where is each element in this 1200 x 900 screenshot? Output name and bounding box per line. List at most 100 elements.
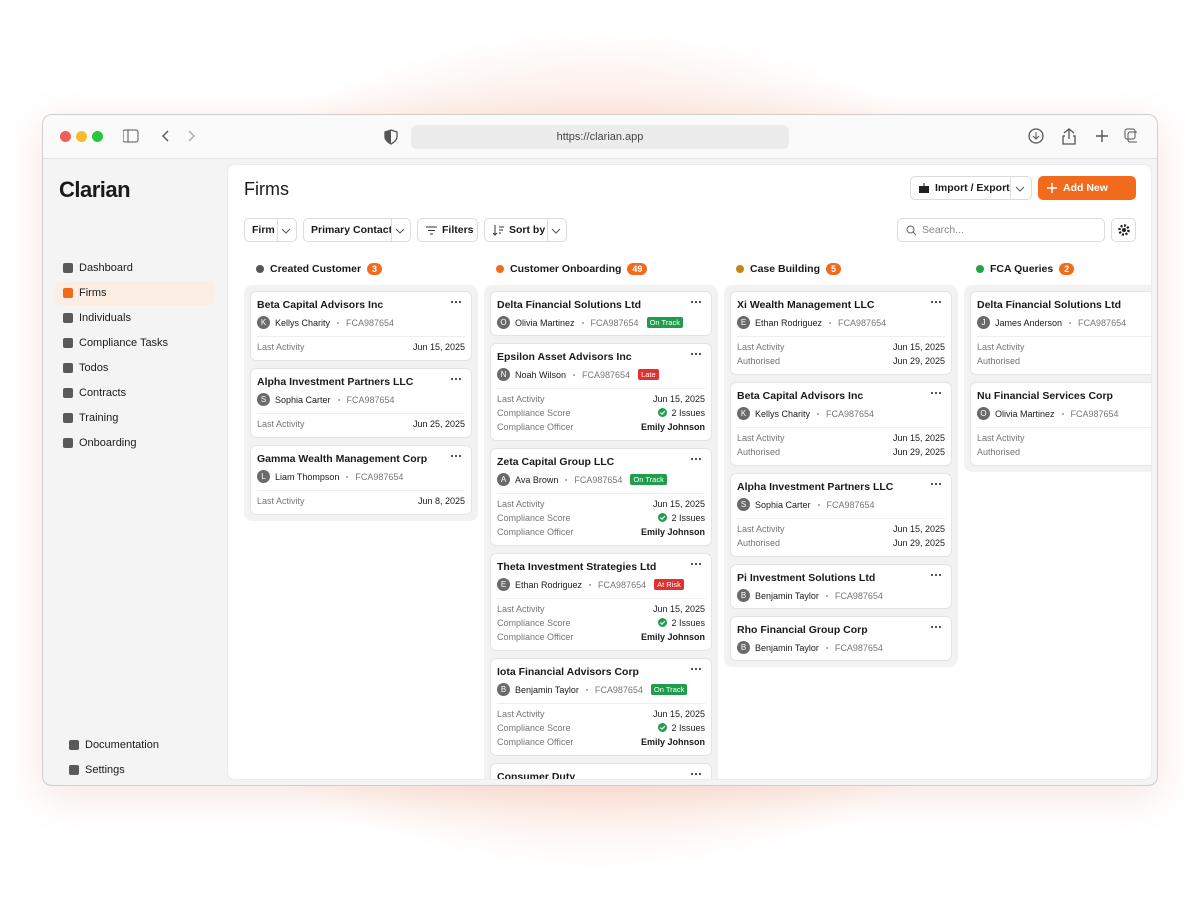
- separator: [573, 373, 576, 376]
- nav-item[interactable]: Compliance Tasks: [55, 331, 215, 355]
- card-menu[interactable]: [930, 625, 942, 629]
- firm-card[interactable]: Gamma Wealth Management Corp L Liam Thomps…: [250, 445, 472, 515]
- detail-value: Jun 15, 2025: [893, 340, 945, 354]
- nav-item[interactable]: Training: [55, 406, 215, 430]
- detail-value: Jun 8, 2025: [418, 494, 465, 508]
- detail-label: Last Activity: [257, 342, 305, 352]
- reference: FCA987654: [838, 317, 887, 328]
- sidebar: Clarian Dashboard Firms Individuals Complia…: [43, 159, 227, 785]
- card-menu[interactable]: [690, 772, 702, 776]
- toolbar-button[interactable]: Filters: [417, 218, 478, 242]
- search-box[interactable]: Search...: [897, 218, 1105, 242]
- column-count: 5: [826, 263, 842, 275]
- firm-card[interactable]: Beta Capital Advisors Inc K Kellys Charity…: [250, 291, 472, 361]
- add-firm-button[interactable]: Add New Firm: [1038, 176, 1136, 216]
- detail-label: Compliance Score: [497, 513, 571, 523]
- detail-label: Compliance Officer: [497, 527, 574, 537]
- avatar: J: [977, 316, 990, 329]
- nav-icon: [63, 363, 73, 373]
- firm-name: Alpha Investment Partners LLC: [257, 376, 414, 388]
- reference: FCA987654: [574, 474, 623, 485]
- value-text: Jun 25, 2025: [412, 419, 465, 429]
- card-menu[interactable]: [690, 352, 702, 356]
- firm-card[interactable]: Delta Financial Solutions Ltd J James Ande…: [970, 291, 1151, 375]
- address-bar[interactable]: https://clarian.app: [411, 125, 789, 149]
- firm-card[interactable]: Alpha Investment Partners LLC S Sophia Car…: [250, 368, 472, 438]
- firm-card[interactable]: Beta Capital Advisors Inc K Kellys Charity…: [730, 382, 952, 466]
- nav-item[interactable]: Settings: [61, 758, 221, 782]
- firm-card[interactable]: Rho Financial Group Corp B Benjamin Taylor…: [730, 616, 952, 661]
- firm-card[interactable]: Consumer DutySSutherland Associates14 Ju…: [490, 763, 712, 780]
- detail-label: Last Activity: [977, 433, 1025, 443]
- contact-line: B Benjamin Taylor FCA987654 On Track: [497, 683, 705, 696]
- nav-item[interactable]: Onboarding: [55, 431, 215, 455]
- value-text: Jun 15, 2025: [412, 342, 465, 352]
- card-menu[interactable]: [450, 377, 462, 381]
- value-text: Emily Johnson: [640, 632, 705, 642]
- detail-row: Compliance Score 2 Issues: [497, 616, 705, 630]
- toolbar-button[interactable]: Sort by: [484, 218, 567, 242]
- card-menu[interactable]: [450, 300, 462, 304]
- firm-card[interactable]: Xi Wealth Management LLC E Ethan Rodriguez…: [730, 291, 952, 375]
- nav-item[interactable]: Todos: [55, 356, 215, 380]
- nav-item[interactable]: Individuals: [55, 306, 215, 330]
- firm-card[interactable]: Zeta Capital Group LLC A Ava Brown FCA98765…: [490, 448, 712, 546]
- firm-card[interactable]: Theta Investment Strategies Ltd E Ethan Ro…: [490, 553, 712, 651]
- card-menu[interactable]: [450, 454, 462, 458]
- firm-card[interactable]: Epsilon Asset Advisors Inc N Noah Wilson FC…: [490, 343, 712, 441]
- card-menu[interactable]: [690, 667, 702, 671]
- value-text: Jun 8, 2025: [417, 496, 465, 506]
- status-pill: On Track: [646, 317, 683, 328]
- zoom[interactable]: [92, 131, 103, 142]
- detail-label: Compliance Score: [497, 618, 571, 628]
- firm-name: Consumer Duty: [497, 771, 576, 780]
- firm-card[interactable]: Alpha Investment Partners LLC S Sophia Car…: [730, 473, 952, 557]
- card-menu[interactable]: [690, 300, 702, 304]
- reference: FCA987654: [834, 642, 883, 653]
- card-menu[interactable]: [690, 457, 702, 461]
- toolbar-button[interactable]: Primary Contact: [303, 218, 411, 242]
- icon: [281, 228, 291, 234]
- nav-icons[interactable]: [123, 129, 263, 145]
- nav-item[interactable]: Dashboard: [55, 256, 215, 280]
- toolbar-button[interactable]: Firm: [244, 218, 297, 242]
- detail-row: Last Activity Jun 15, 2025: [737, 431, 945, 445]
- detail-value: Jun 15, 2025: [653, 707, 705, 721]
- card-menu[interactable]: [930, 300, 942, 304]
- minimize[interactable]: [76, 131, 87, 142]
- reference: FCA987654: [582, 369, 631, 380]
- card-menu[interactable]: [690, 562, 702, 566]
- firm-card[interactable]: Pi Investment Solutions Ltd B Benjamin Tay…: [730, 564, 952, 609]
- firm-name: Zeta Capital Group LLC: [497, 456, 615, 468]
- card-menu[interactable]: [930, 391, 942, 395]
- contact-name: Noah Wilson: [515, 369, 567, 380]
- nav-item[interactable]: Documentation: [61, 733, 221, 757]
- nav-item[interactable]: Firms: [55, 281, 215, 305]
- firm-card[interactable]: Nu Financial Services Corp O Olivia Martin…: [970, 382, 1151, 466]
- nav-item[interactable]: Contracts: [55, 381, 215, 405]
- reference: FCA987654: [590, 317, 639, 328]
- browser-actions[interactable]: [1027, 127, 1137, 147]
- contact-name: James Anderson: [995, 317, 1063, 328]
- card-menu[interactable]: [930, 573, 942, 577]
- column-count: 49: [627, 263, 648, 275]
- card-stack: Delta Financial Solutions Ltd O Olivia Mar…: [484, 285, 718, 780]
- avatar: B: [737, 641, 750, 654]
- contact-name: Kellys Charity: [275, 317, 331, 328]
- separator: [346, 475, 349, 478]
- firm-card[interactable]: Iota Financial Advisors Corp B Benjamin Ta…: [490, 658, 712, 756]
- firm-card[interactable]: Delta Financial Solutions Ltd O Olivia Mar…: [490, 291, 712, 336]
- card-details: Last Activity Jun 8, 2025: [257, 490, 465, 508]
- settings-button[interactable]: [1111, 218, 1136, 242]
- import-export-button[interactable]: Import / Export: [910, 176, 1032, 200]
- detail-row: Compliance Officer Emily Johnson: [497, 630, 705, 644]
- contact-name: Kellys Charity: [755, 408, 811, 419]
- detail-value: 2 Issues: [658, 721, 705, 735]
- browser-toolbar: https://clarian.app: [43, 115, 1157, 159]
- close[interactable]: [60, 131, 71, 142]
- card-menu[interactable]: [930, 482, 942, 486]
- contact-line: E Ethan Rodriguez FCA987654: [737, 316, 945, 329]
- detail-value: Jun 29, 2025: [893, 536, 945, 550]
